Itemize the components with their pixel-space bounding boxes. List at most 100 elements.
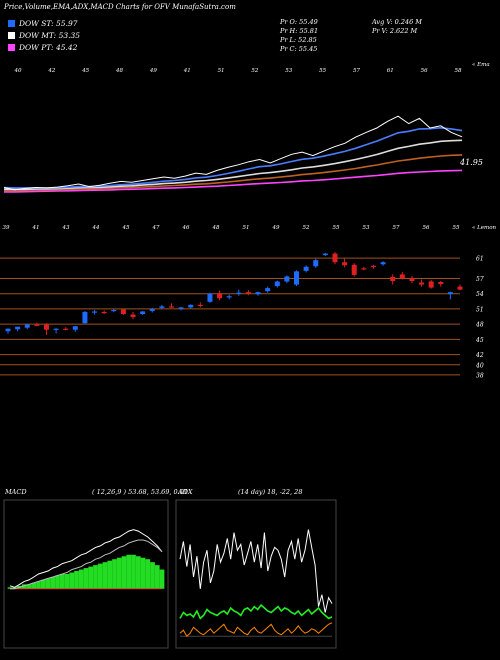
macd-histogram-bar <box>45 578 51 589</box>
candle-up <box>111 309 117 312</box>
macd-label: MACD <box>4 488 27 496</box>
candle-down <box>101 311 107 314</box>
macd-line <box>9 529 163 588</box>
candle-up <box>24 324 30 328</box>
candle-up <box>322 253 328 256</box>
price-top-label: 39 <box>3 225 10 231</box>
candle-up <box>313 260 319 267</box>
macd-histogram-bar <box>36 581 41 589</box>
candle-down <box>361 268 367 270</box>
candle-down <box>217 293 223 299</box>
price-top-label: 49 <box>272 225 280 231</box>
macd-histogram-bar <box>150 562 155 589</box>
ema-top-label: 41 <box>183 68 191 74</box>
candle-up <box>303 266 309 271</box>
candle-up <box>72 326 78 330</box>
macd-histogram-bar <box>131 554 136 589</box>
price-top-label: 51 <box>243 225 250 231</box>
candle-up <box>149 308 155 311</box>
macd-histogram-bar <box>26 584 32 589</box>
ema-series-ema-magenta <box>4 169 463 193</box>
candle-up <box>5 328 11 332</box>
price-right-label: « Lemon <box>472 225 497 231</box>
ema-series-ema-orange <box>4 154 463 192</box>
price-y-tick: 51 <box>476 306 484 313</box>
legend-swatch-st <box>8 20 15 27</box>
candle-up <box>265 288 271 292</box>
macd-histogram-bar <box>116 557 122 589</box>
candle-down <box>390 276 396 281</box>
price-y-tick: 38 <box>476 372 484 379</box>
macd-histogram-bar <box>97 563 103 589</box>
price-top-label: 41 <box>32 225 40 231</box>
price-y-tick: 42 <box>475 352 484 359</box>
price-top-label: 53 <box>363 225 370 231</box>
macd-histogram-bar <box>12 587 18 589</box>
candle-up <box>274 281 280 287</box>
macd-params: ( 12,26,9 ) 53.68, 53.69, 0.01 <box>92 488 188 496</box>
candle-up <box>159 306 165 308</box>
stat-pr-high: Pr H: 55.81 <box>280 27 319 35</box>
ema-top-label: 40 <box>14 68 22 74</box>
price-top-label: 52 <box>303 225 310 231</box>
macd-histogram-bar <box>93 565 98 589</box>
ema-series-ema-white <box>4 139 463 191</box>
candle-up <box>140 311 146 314</box>
candle-up <box>236 292 242 294</box>
price-top-label: 57 <box>393 225 400 231</box>
candle-up <box>82 311 88 324</box>
candle-up <box>178 307 184 309</box>
candle-up <box>53 328 59 330</box>
macd-histogram-bar <box>102 562 108 589</box>
price-y-tick: 45 <box>475 337 484 344</box>
macd-histogram-bar <box>159 569 165 589</box>
candle-up <box>92 311 98 313</box>
adx-series-adx <box>179 529 333 613</box>
macd-histogram-bar <box>154 565 160 589</box>
ema-top-label: 56 <box>421 68 428 74</box>
ema-series-price <box>3 115 463 191</box>
macd-histogram-bar <box>135 556 141 589</box>
candle-down <box>197 304 203 307</box>
candle-down <box>370 265 376 267</box>
price-y-tick: 61 <box>476 256 484 263</box>
candle-down <box>399 274 405 279</box>
candle-down <box>34 324 40 326</box>
macd-histogram-bar <box>112 559 117 589</box>
candle-down <box>428 281 434 288</box>
price-top-label: 44 <box>92 225 100 231</box>
ema-top-label: 49 <box>149 68 157 74</box>
macd-histogram-bar <box>69 572 75 589</box>
macd-histogram-bar <box>145 559 151 589</box>
candle-up <box>447 292 453 295</box>
ema-top-label: 51 <box>218 68 225 74</box>
macd-histogram-bar <box>126 554 132 589</box>
candle-up <box>294 271 300 285</box>
macd-histogram-bar <box>121 556 127 589</box>
macd-histogram-bar <box>140 557 146 589</box>
stat-pr-volume: Pr V: 2.622 M <box>372 27 418 35</box>
legend-dow-mt: DOW MT: 53.35 <box>8 31 80 40</box>
candle-down <box>409 278 415 281</box>
macd-histogram-bar <box>83 568 89 589</box>
price-y-tick: 40 <box>475 362 484 369</box>
candle-down <box>63 328 69 330</box>
macd-histogram-bar <box>64 574 70 589</box>
ema-last-value-label: 41.95 <box>459 158 483 167</box>
legend-dow-pt: DOW PT: 45.42 <box>8 43 77 52</box>
macd-signal-line <box>10 539 163 590</box>
macd-histogram-bar <box>31 582 37 589</box>
candle-up <box>15 326 21 330</box>
macd-histogram-bar <box>107 560 113 589</box>
ema-top-label: 48 <box>115 68 123 74</box>
candle-down <box>43 324 49 330</box>
candle-down <box>342 262 348 266</box>
legend-swatch-mt <box>8 32 15 39</box>
macd-histogram-bar <box>40 579 46 589</box>
adx-series-minus-di <box>179 622 333 637</box>
adx-frame <box>175 499 337 649</box>
price-top-label: 46 <box>182 225 190 231</box>
price-top-label: 48 <box>212 225 220 231</box>
macd-histogram-bar <box>59 574 65 589</box>
